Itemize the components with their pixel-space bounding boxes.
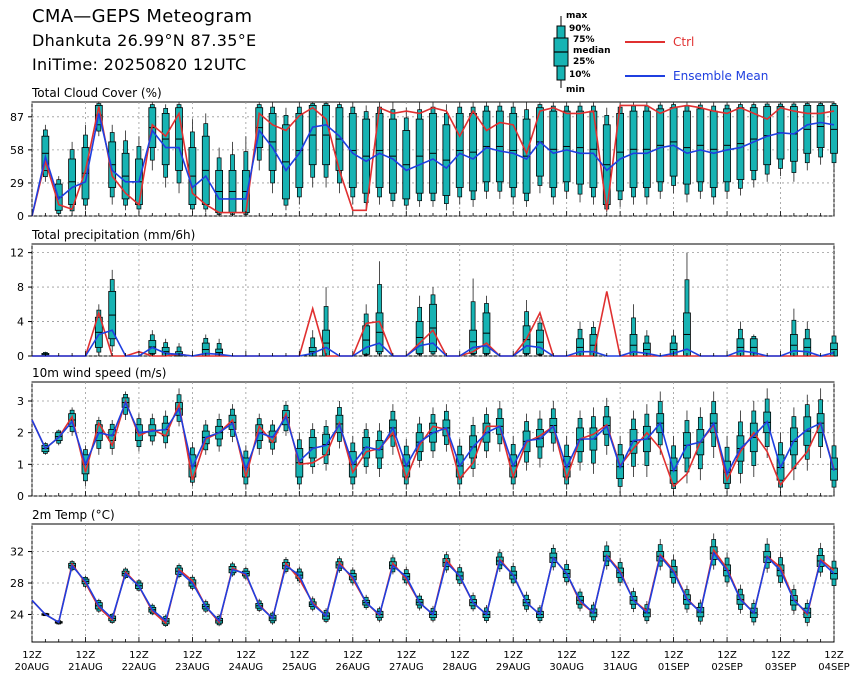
y-tick-label: 87 xyxy=(10,111,24,124)
legend-label-max: max xyxy=(566,11,587,21)
panel-title: 10m wind speed (m/s) xyxy=(32,366,166,380)
x-hour-label: 12Z xyxy=(236,650,256,661)
y-tick-label: 4 xyxy=(17,316,24,329)
y-tick-label: 0 xyxy=(17,350,24,363)
x-date-label: 01SEP xyxy=(658,662,689,673)
y-tick-label: 0 xyxy=(17,210,24,223)
x-date-label: 30AUG xyxy=(549,662,584,673)
y-tick-label: 29 xyxy=(10,177,24,190)
x-axis: 12Z20AUG12Z21AUG12Z22AUG12Z23AUG12Z24AUG… xyxy=(15,650,850,673)
legend-label-p90: 90% xyxy=(569,24,591,34)
y-tick-label: 28 xyxy=(10,577,24,590)
x-date-label: 27AUG xyxy=(389,662,424,673)
panel-2: 10m wind speed (m/s) 0 1 2 3 xyxy=(17,366,838,503)
x-date-label: 23AUG xyxy=(175,662,210,673)
panel-0: Total Cloud Cover (%) 0 29 58 87 xyxy=(10,86,838,223)
legend: max 90% 75% median 25% 10% min Ctrl Ense… xyxy=(553,11,768,95)
y-tick-label: 58 xyxy=(10,144,24,157)
mean-series-line xyxy=(31,400,835,476)
y-tick-label: 32 xyxy=(10,546,24,559)
y-tick-label: 1 xyxy=(17,458,24,471)
x-hour-label: 12Z xyxy=(183,650,203,661)
x-date-label: 02SEP xyxy=(711,662,742,673)
panel-title: Total precipitation (mm/6h) xyxy=(31,228,195,242)
x-date-label: 31AUG xyxy=(603,662,638,673)
y-tick-label: 12 xyxy=(10,247,24,260)
x-hour-label: 12Z xyxy=(771,650,791,661)
x-date-label: 28AUG xyxy=(442,662,477,673)
x-date-label: 03SEP xyxy=(765,662,796,673)
x-date-label: 20AUG xyxy=(15,662,50,673)
legend-label-p10: 10% xyxy=(569,70,591,80)
mean-series-line xyxy=(31,113,835,217)
x-hour-label: 12Z xyxy=(129,650,149,661)
legend-label-p25: 25% xyxy=(573,57,595,67)
x-hour-label: 12Z xyxy=(664,650,684,661)
panel-title: 2m Temp (°C) xyxy=(32,508,115,522)
location-label: Dhankuta 26.99°N 87.35°E xyxy=(32,31,257,50)
x-date-label: 24AUG xyxy=(229,662,264,673)
x-date-label: 04SEP xyxy=(818,662,849,673)
x-date-label: 29AUG xyxy=(496,662,531,673)
x-date-label: 22AUG xyxy=(122,662,157,673)
y-tick-label: 8 xyxy=(17,281,24,294)
legend-ctrl-label: Ctrl xyxy=(673,35,694,49)
x-date-label: 25AUG xyxy=(282,662,317,673)
x-hour-label: 12Z xyxy=(557,650,577,661)
panel-title: Total Cloud Cover (%) xyxy=(31,86,162,100)
x-hour-label: 12Z xyxy=(610,650,630,661)
legend-label-median: median xyxy=(573,46,611,56)
x-date-label: 21AUG xyxy=(68,662,103,673)
x-hour-label: 12Z xyxy=(824,650,844,661)
y-tick-label: 24 xyxy=(10,608,24,621)
y-tick-label: 0 xyxy=(17,490,24,503)
legend-label-min: min xyxy=(566,85,585,95)
x-hour-label: 12Z xyxy=(450,650,470,661)
init-time-label: IniTime: 20250820 12UTC xyxy=(32,55,247,74)
x-hour-label: 12Z xyxy=(76,650,96,661)
x-hour-label: 12Z xyxy=(717,650,737,661)
x-hour-label: 12Z xyxy=(290,650,310,661)
y-tick-label: 3 xyxy=(17,395,24,408)
x-hour-label: 12Z xyxy=(22,650,42,661)
x-hour-label: 12Z xyxy=(503,650,523,661)
chart-title: CMA—GEPS Meteogram xyxy=(32,6,253,27)
panel-1: Total precipitation (mm/6h) 0 4 8 12 xyxy=(10,228,838,363)
x-hour-label: 12Z xyxy=(396,650,416,661)
y-tick-label: 2 xyxy=(17,427,24,440)
x-date-label: 26AUG xyxy=(335,662,370,673)
ctrl-series-line xyxy=(31,104,835,217)
mean-series-line xyxy=(31,551,835,624)
legend-mean-label: Ensemble Mean xyxy=(673,69,768,83)
legend-label-p75: 75% xyxy=(573,35,595,45)
x-hour-label: 12Z xyxy=(343,650,363,661)
panel-3: 2m Temp (°C) 24 28 32 xyxy=(10,508,838,643)
